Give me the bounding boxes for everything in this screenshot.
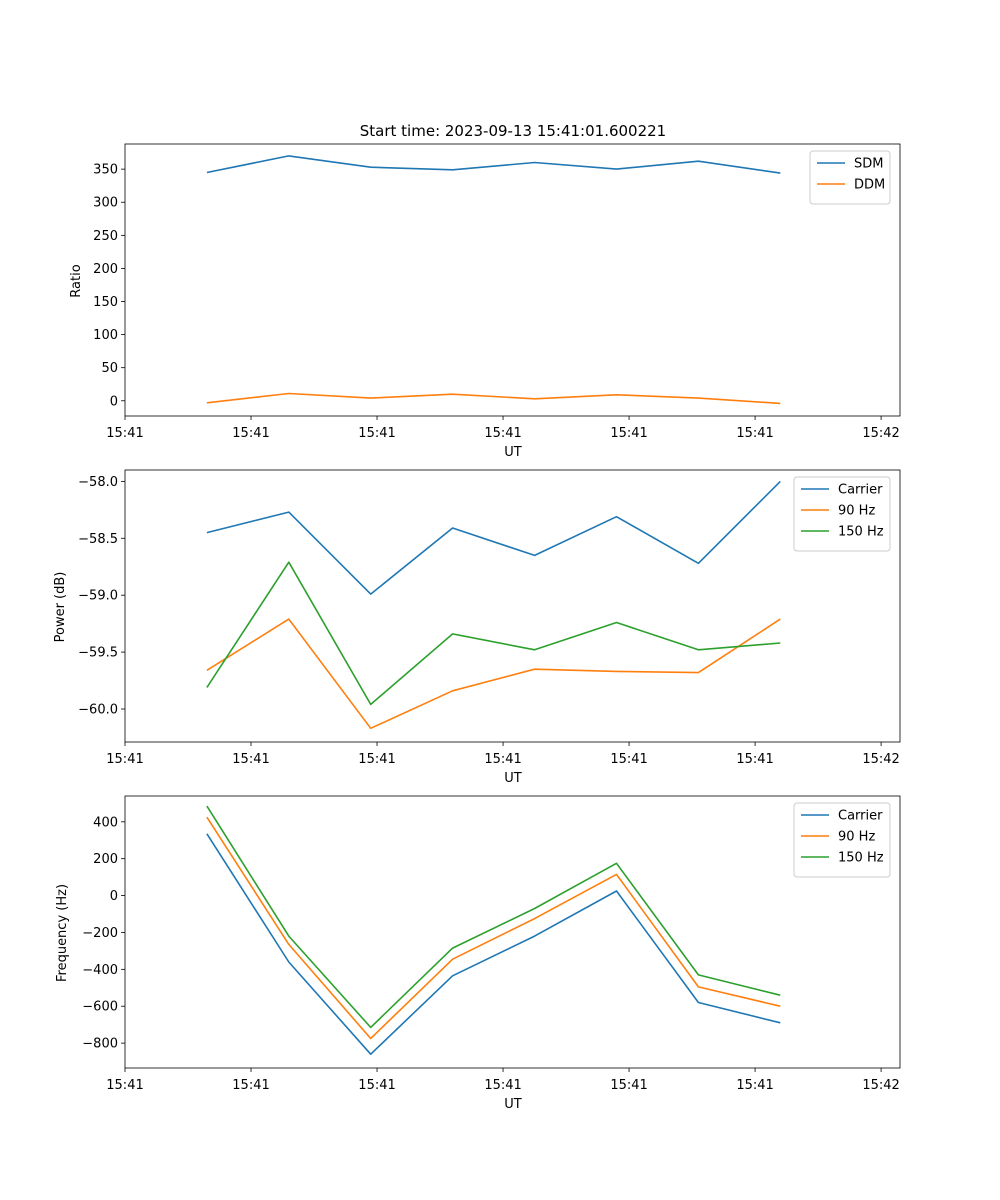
x-tick-label: 15:41 [610,752,647,767]
plot-area: 15:41 15:41 15:41 15:41 15:41 15:41 15:42 −60.0… [78,469,901,767]
x-tick-label: 15:41 [358,752,395,767]
legend-box [793,802,891,878]
x-tick-label: 15:41 [106,426,143,441]
y-axis-label: Frequency (Hz) [55,884,70,982]
y-tick-label: 200 [93,852,118,867]
legend-entry: Carrier [838,483,883,498]
series-line-carrier [206,480,781,595]
subplot-power: 15:41 15:41 15:41 15:41 15:41 15:41 15:42 −60.0… [53,469,901,786]
legend-entry: SDM [854,157,883,172]
series-line-ddm [206,392,781,405]
y-tick-label: 350 [93,163,118,178]
y-axis-label: Ratio [69,264,84,297]
legend-entry: 150 Hz [838,525,884,540]
axes-frame [124,143,901,417]
x-axis-label: UT [504,771,522,786]
y-tick-label: 200 [93,262,118,277]
y-tick-label: −59.0 [78,589,118,604]
y-axis-label: Power (dB) [53,572,68,643]
y-tick-label: −200 [82,926,118,941]
legend-box [809,150,891,205]
plot-area: 15:41 15:41 15:41 15:41 15:41 15:41 15:42 0 50 10… [93,143,901,441]
x-tick-label: 15:41 [232,426,269,441]
x-axis-label: UT [504,1097,522,1112]
y-tick-label: 100 [93,328,118,343]
y-tick-label: 400 [93,815,118,830]
x-tick-label: 15:42 [862,1078,899,1093]
x-tick-label: 15:41 [736,1078,773,1093]
legend-entry: 150 Hz [838,851,884,866]
x-tick-label: 15:41 [358,1078,395,1093]
subplot-frequency: 15:41 15:41 15:41 15:41 15:41 15:41 15:42 −800 −… [55,795,901,1112]
y-tick-label: −58.0 [78,475,118,490]
y-tick-label: 50 [101,361,118,376]
x-tick-label: 15:42 [862,426,899,441]
y-tick-label: −59.5 [78,646,118,661]
series-line-150-hz [206,561,781,706]
y-tick-label: 250 [93,229,118,244]
legend-entry: DDM [854,178,885,193]
axes-frame [124,795,901,1069]
y-tick-label: 150 [93,295,118,310]
x-axis-label: UT [504,445,522,460]
legend-entry: 90 Hz [838,504,875,519]
y-tick-label: −400 [82,963,118,978]
y-tick-label: −60.0 [78,702,118,717]
y-tick-label: −600 [82,1000,118,1015]
series-line-150-hz [206,805,781,1029]
x-tick-label: 15:41 [358,426,395,441]
series-line-90-hz [206,816,781,1040]
x-tick-label: 15:41 [484,426,521,441]
chart-title: Start time: 2023-09-13 15:41:01.600221 [360,122,666,140]
series-line-sdm [206,155,781,174]
x-tick-label: 15:41 [610,426,647,441]
y-tick-label: 0 [110,394,118,409]
x-tick-label: 15:41 [736,426,773,441]
x-tick-label: 15:41 [484,752,521,767]
y-tick-label: 0 [110,889,118,904]
plot-area: 15:41 15:41 15:41 15:41 15:41 15:41 15:42 −800 −… [82,795,901,1093]
series-line-90-hz [206,618,781,730]
series-line-carrier [206,833,781,1055]
x-tick-label: 15:41 [106,752,143,767]
x-tick-label: 15:41 [484,1078,521,1093]
subplot-ratio: Start time: 2023-09-13 15:41:01.600221 1… [69,122,901,460]
axes-frame [124,469,901,743]
legend-entry: 90 Hz [838,830,875,845]
x-tick-label: 15:41 [106,1078,143,1093]
x-tick-label: 15:41 [232,752,269,767]
x-tick-label: 15:41 [736,752,773,767]
legend-box [793,476,891,552]
legend-entry: Carrier [838,809,883,824]
y-tick-label: 300 [93,196,118,211]
y-tick-label: −800 [82,1037,118,1052]
x-tick-label: 15:41 [232,1078,269,1093]
x-tick-label: 15:42 [862,752,899,767]
x-tick-label: 15:41 [610,1078,647,1093]
y-tick-label: −58.5 [78,532,118,547]
